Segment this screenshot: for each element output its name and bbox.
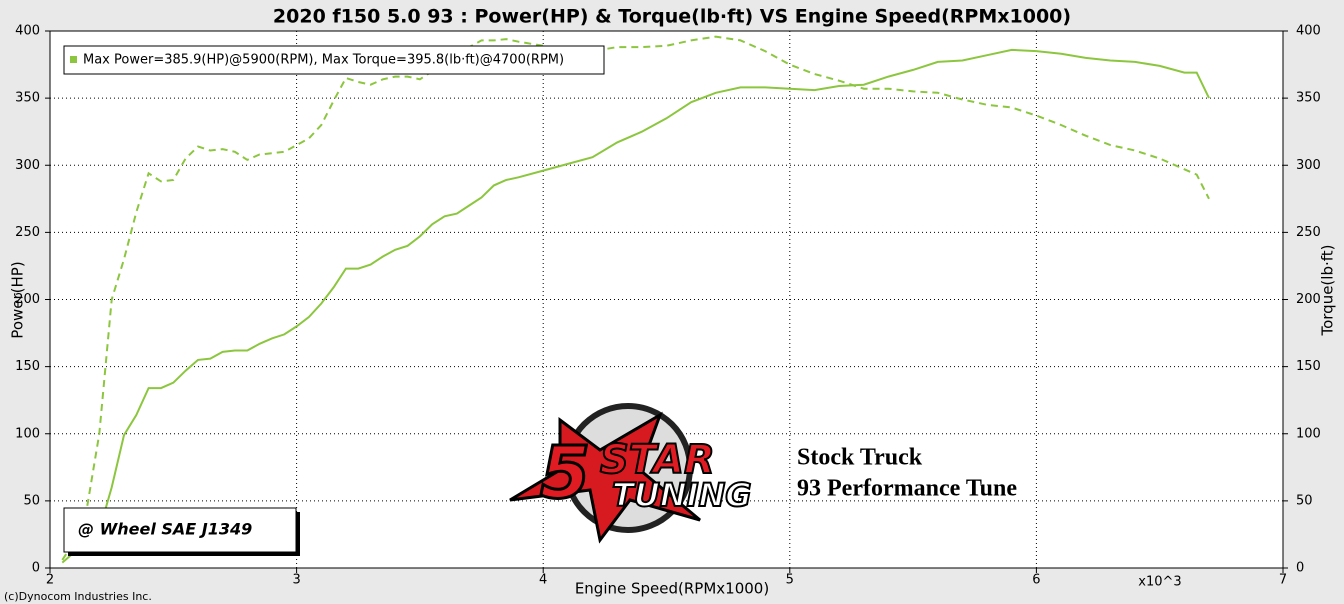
y2-tick-label: 0: [1296, 561, 1304, 576]
annotation-line: 93 Performance Tune: [797, 476, 1017, 502]
y2-tick-label: 300: [1296, 158, 1321, 173]
x-tick-label: 7: [1279, 573, 1287, 588]
x-tick-label: 4: [539, 573, 547, 588]
y2-tick-label: 350: [1296, 91, 1321, 106]
y-tick-label: 300: [15, 158, 40, 173]
y2-tick-label: 400: [1296, 24, 1321, 39]
annotation-line: Stock Truck: [797, 445, 923, 471]
x-unit-note: x10^3: [1138, 575, 1181, 590]
footer: (c)Dynocom Industries Inc.: [4, 590, 152, 603]
y-tick-label: 150: [15, 359, 40, 374]
logo-star: [509, 411, 701, 544]
logo-five: 5: [540, 431, 590, 515]
x-tick-label: 3: [292, 573, 300, 588]
logo-tuning-text: TUNING: [612, 476, 752, 514]
x-axis-label: Engine Speed(RPMx1000): [575, 580, 769, 598]
y-tick-label: 350: [15, 91, 40, 106]
y2-tick-label: 250: [1296, 225, 1321, 240]
logo-star-text: STAR: [600, 437, 715, 483]
y-tick-label: 200: [15, 292, 40, 307]
legend-text: Max Power=385.9(HP)@5900(RPM), Max Torqu…: [83, 53, 564, 68]
legend-box: [63, 45, 605, 75]
y-tick-label: 400: [15, 24, 40, 39]
y-tick-label: 50: [23, 493, 40, 508]
standard-text: @ Wheel SAE J1349: [78, 520, 252, 539]
y-axis-label: Power(HP): [9, 261, 27, 338]
y-tick-label: 0: [32, 561, 40, 576]
y2-tick-label: 100: [1296, 426, 1321, 441]
logo: 5 STAR TUNING: [509, 403, 753, 544]
legend-marker: [70, 56, 77, 63]
x-tick-label: 2: [46, 573, 54, 588]
y-tick-label: 250: [15, 225, 40, 240]
standard-box: [63, 507, 297, 553]
x-tick-label: 6: [1032, 573, 1040, 588]
y2-axis-label: Torque(lb·ft): [1319, 244, 1337, 336]
y2-tick-label: 150: [1296, 359, 1321, 374]
y-tick-label: 100: [15, 426, 40, 441]
y2-tick-label: 50: [1296, 493, 1313, 508]
y2-tick-label: 200: [1296, 292, 1321, 307]
series-line: [61, 48, 1210, 564]
x-tick-label: 5: [786, 573, 794, 588]
chart-title: 2020 f150 5.0 93 : Power(HP) & Torque(lb…: [273, 6, 1071, 28]
